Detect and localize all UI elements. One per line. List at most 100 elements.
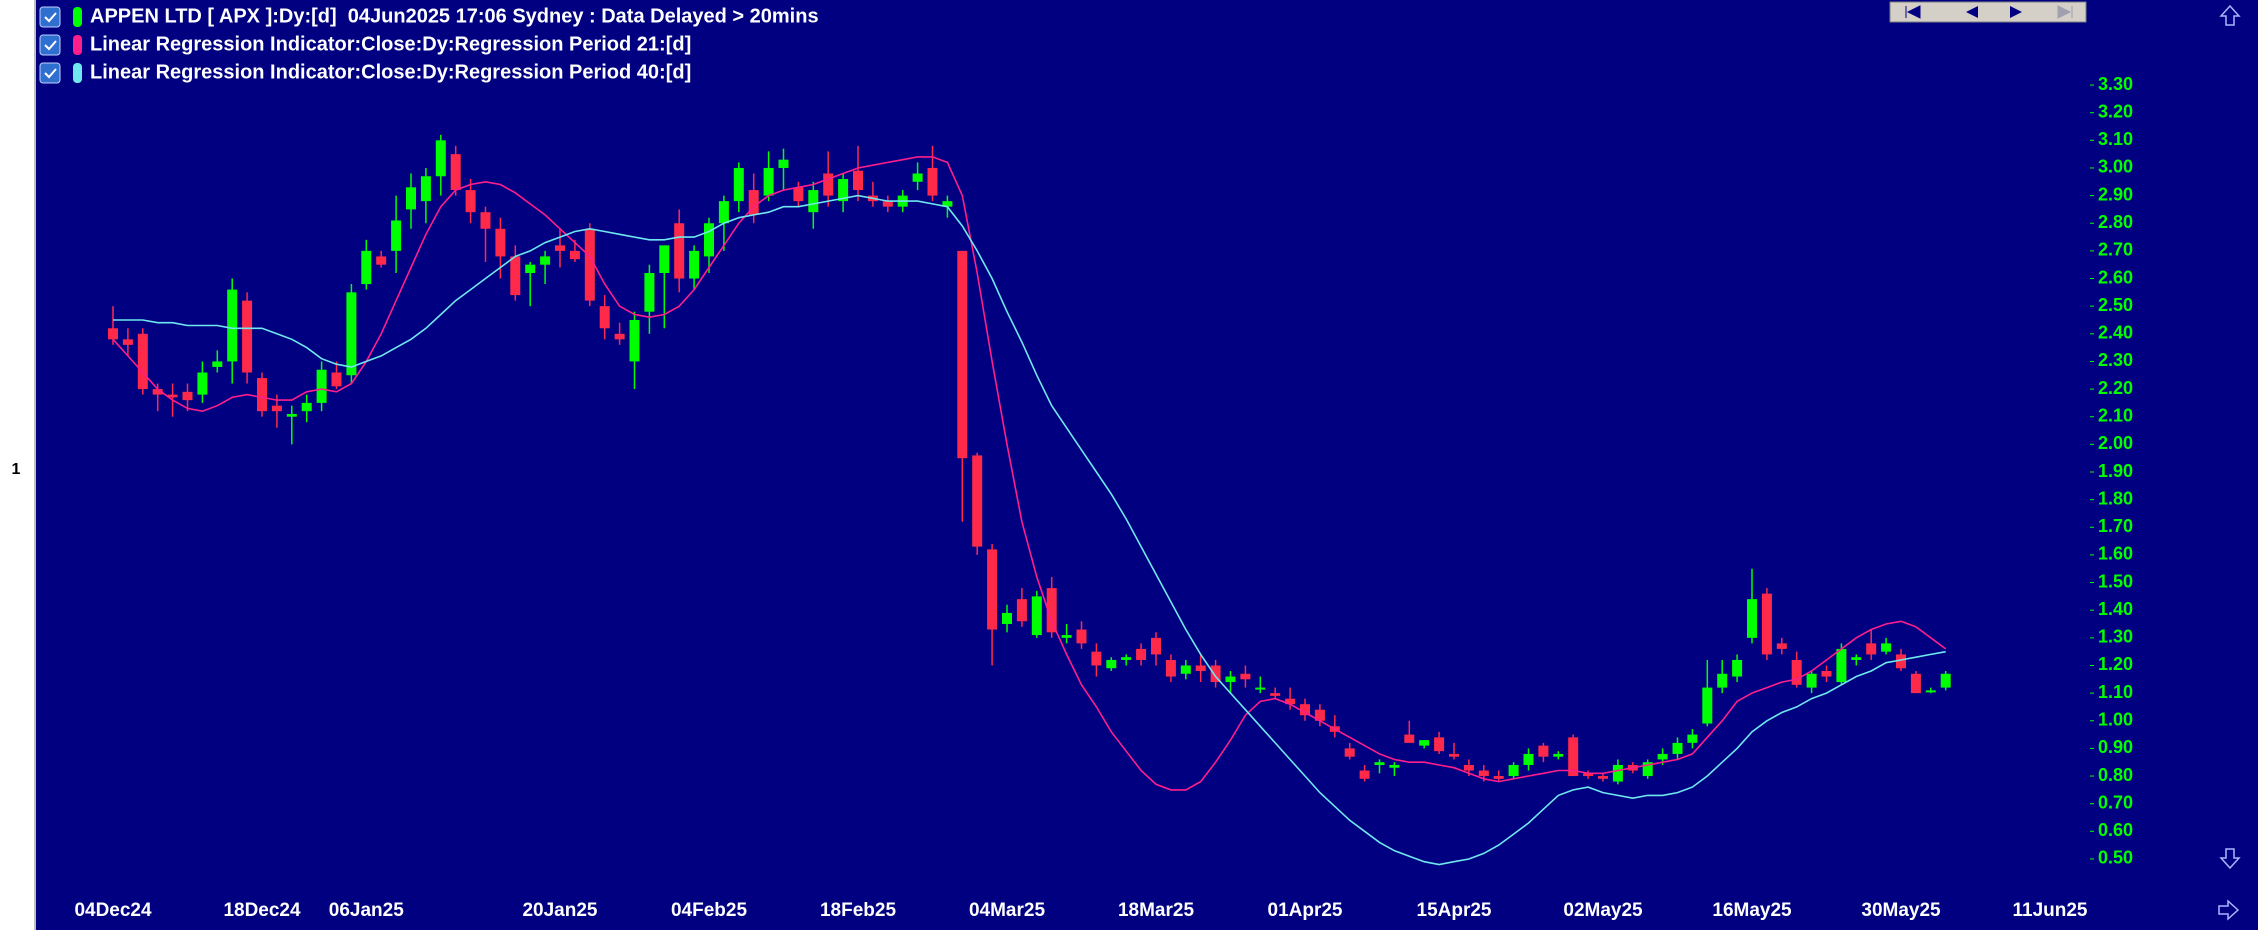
regression-line — [113, 194, 1946, 866]
candle-body — [227, 289, 238, 362]
candle-body — [644, 272, 655, 312]
candle-body — [1568, 737, 1579, 777]
candle-body — [1404, 734, 1415, 743]
candle-body — [689, 250, 700, 279]
candle-body — [1687, 734, 1698, 743]
candle-body — [122, 339, 133, 345]
scroll-up[interactable] — [2219, 4, 2241, 26]
legend-checkmark — [44, 68, 57, 79]
y-tick-label: 2.20 — [2098, 378, 2133, 398]
candle-body — [197, 372, 208, 395]
candle-body — [1896, 654, 1906, 669]
candle-body — [1747, 599, 1757, 638]
nav-prev[interactable] — [1966, 6, 1978, 18]
candle-body — [1076, 629, 1087, 644]
pane-label: 1 — [12, 461, 21, 478]
y-tick-label: 2.00 — [2098, 433, 2133, 453]
candle-body — [257, 378, 267, 412]
candle-body — [1612, 764, 1623, 782]
legend-checkbox[interactable] — [39, 6, 61, 28]
candle-body — [1806, 673, 1817, 688]
candle-body — [1538, 745, 1549, 757]
candle-body — [510, 256, 521, 296]
y-tick-label: 0.70 — [2098, 792, 2133, 812]
legend-checkbox[interactable] — [39, 62, 61, 84]
candle-body — [1121, 657, 1132, 660]
y-tick-label: 1.00 — [2098, 710, 2133, 730]
candle-body — [1866, 643, 1877, 655]
nav-first[interactable] — [1905, 5, 1921, 19]
y-tick-label: 3.00 — [2098, 157, 2133, 177]
candle-body — [331, 372, 342, 387]
legend-checkmark — [44, 12, 57, 23]
candle-body — [450, 154, 461, 191]
x-tick-label: 18Mar25 — [1118, 900, 1194, 921]
candle-body — [286, 413, 297, 417]
candle-body — [480, 212, 491, 229]
legend-label: Linear Regression Indicator:Close:Dy:Reg… — [90, 33, 691, 55]
legend-swatch — [73, 35, 82, 55]
candle-body — [1165, 659, 1176, 677]
y-tick-label: 1.70 — [2098, 516, 2133, 536]
candle-body — [495, 228, 506, 257]
candle-body — [555, 245, 565, 251]
candle-body — [1940, 673, 1951, 688]
x-tick-label: 04Feb25 — [671, 900, 747, 921]
y-tick-label: 2.90 — [2098, 184, 2133, 204]
candle-body — [540, 256, 551, 265]
candle-body — [972, 455, 983, 547]
y-tick-label: 0.60 — [2098, 820, 2133, 840]
candle-body — [301, 402, 312, 412]
candle-body — [763, 167, 774, 196]
candle-body — [525, 264, 536, 273]
candle-body — [1061, 635, 1072, 638]
candle-body — [406, 187, 416, 210]
candle-body — [1389, 764, 1400, 768]
candle-body — [1732, 659, 1743, 677]
candle-body — [1583, 773, 1594, 777]
candle-body — [1240, 673, 1251, 680]
nav-last[interactable] — [2057, 5, 2073, 19]
candle-body — [778, 159, 789, 168]
y-tick-label: 1.90 — [2098, 461, 2133, 481]
candle-body — [748, 190, 759, 215]
candle-body — [823, 173, 834, 196]
y-tick-label: 2.60 — [2098, 267, 2133, 287]
candle-body — [927, 167, 938, 196]
candle-body — [1508, 764, 1519, 777]
candle-body — [674, 223, 685, 279]
nav-next[interactable] — [2010, 6, 2022, 18]
legend-swatch — [73, 7, 82, 27]
candle-body — [1761, 593, 1772, 655]
scroll-right[interactable] — [2218, 899, 2240, 921]
y-tick-label: 2.50 — [2098, 295, 2133, 315]
candle-body — [1463, 764, 1474, 771]
candle-body — [942, 201, 953, 207]
legend-checkbox[interactable] — [39, 34, 61, 56]
y-tick-label: 1.20 — [2098, 654, 2133, 674]
candle-body — [1106, 659, 1117, 669]
candle-body — [1821, 671, 1832, 677]
candle-body — [987, 549, 998, 630]
candle-body — [1419, 740, 1430, 746]
candle-body — [599, 306, 610, 329]
candle-body — [704, 223, 714, 257]
candle-body — [569, 250, 580, 260]
candle-body — [465, 190, 476, 213]
candle-body — [1910, 673, 1921, 694]
x-tick-label: 18Dec24 — [223, 900, 301, 921]
scroll-down[interactable] — [2219, 848, 2241, 870]
candle-body — [1270, 693, 1281, 696]
candle-body — [346, 292, 357, 376]
candle-body — [1493, 776, 1504, 779]
candle-body — [137, 333, 148, 390]
candle-body — [1180, 665, 1191, 674]
plot: 0.50 0.60 0.70 0.80 0.90 1.00 1.10 1.20 1.30 1.40… — [74, 74, 2133, 921]
candle-body — [1598, 776, 1608, 779]
candle-body — [152, 389, 163, 395]
candle-body — [629, 319, 640, 362]
candle-body — [1210, 665, 1221, 683]
candle-body — [316, 369, 327, 403]
candle-body — [1344, 748, 1355, 757]
